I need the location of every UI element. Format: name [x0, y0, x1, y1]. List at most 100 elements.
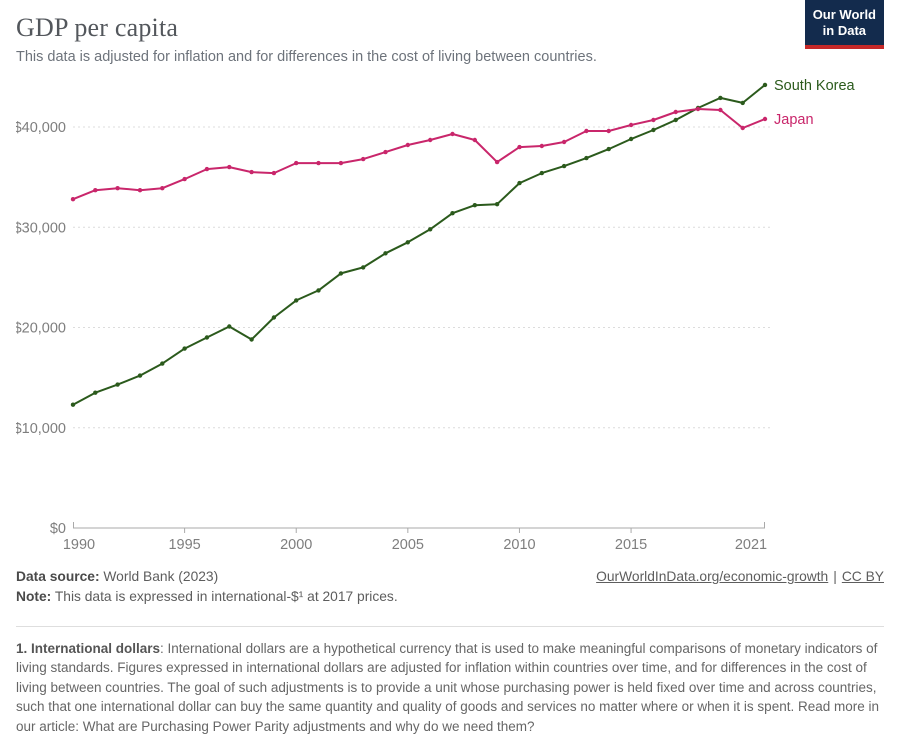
data-point-south-korea-2006[interactable]: [428, 227, 433, 232]
data-point-south-korea-1999[interactable]: [271, 315, 277, 320]
data-point-japan-2016[interactable]: [651, 117, 656, 123]
cc-by-link[interactable]: CC BY: [841, 569, 884, 584]
data-point-japan-2019[interactable]: [718, 107, 723, 113]
data-point-japan-1997[interactable]: [227, 164, 232, 170]
data-point-japan-2007[interactable]: [450, 131, 455, 137]
chart-header: GDP per capita This data is adjusted for…: [16, 0, 884, 65]
chart-canvas[interactable]: $0 $10,000 $20,000 $30,000 $40,000 1990 1995 20…: [16, 75, 884, 567]
data-point-japan-2005[interactable]: [405, 142, 410, 148]
owid-logo-line2: in Data: [822, 23, 867, 39]
data-point-south-korea-1993[interactable]: [137, 373, 143, 378]
data-point-south-korea-2015[interactable]: [628, 136, 634, 142]
data-point-south-korea-1994[interactable]: [160, 361, 165, 366]
x-tick-label: 2000: [280, 537, 312, 553]
data-point-japan-2021[interactable]: [762, 116, 768, 122]
data-source-value: World Bank (2023): [99, 569, 219, 584]
series-line-south-korea[interactable]: [72, 83, 766, 406]
y-tick-label: $30,000: [16, 220, 66, 236]
x-tick-label: 1995: [168, 537, 200, 553]
data-point-japan-1999[interactable]: [271, 170, 277, 176]
data-point-japan-2002[interactable]: [338, 160, 344, 166]
owid-logo-line1: Our World: [812, 7, 876, 22]
line-chart[interactable]: $0 $10,000 $20,000 $30,000 $40,000 1990 1995 20…: [16, 75, 884, 567]
data-point-japan-2003[interactable]: [361, 156, 366, 162]
x-tick-label: 1990: [63, 537, 95, 553]
y-tick-label: $40,000: [16, 120, 66, 136]
data-point-south-korea-1995[interactable]: [182, 346, 187, 351]
data-point-japan-1994[interactable]: [160, 186, 165, 191]
data-point-south-korea-2014[interactable]: [606, 146, 611, 152]
chart-subtitle: This data is adjusted for inflation and …: [16, 49, 597, 65]
data-point-japan-2014[interactable]: [606, 128, 611, 134]
data-point-japan-1992[interactable]: [115, 186, 120, 191]
data-point-south-korea-2008[interactable]: [472, 203, 477, 208]
data-point-japan-1991[interactable]: [93, 188, 98, 193]
data-point-japan-2011[interactable]: [539, 143, 544, 149]
x-tick-label: 2015: [615, 537, 647, 553]
link-separator: |: [833, 569, 837, 584]
x-tick-label: 2021: [735, 537, 767, 553]
data-point-japan-2010[interactable]: [517, 144, 522, 150]
data-source-label: Data source:: [16, 569, 100, 584]
data-point-south-korea-1991[interactable]: [93, 390, 98, 395]
data-point-japan-2001[interactable]: [316, 160, 321, 166]
y-tick-label: $10,000: [16, 421, 66, 437]
data-point-japan-2020[interactable]: [740, 125, 745, 131]
data-point-japan-2006[interactable]: [428, 137, 433, 143]
data-point-japan-2008[interactable]: [472, 137, 477, 143]
data-point-south-korea-2012[interactable]: [561, 163, 567, 169]
data-point-south-korea-2020[interactable]: [740, 100, 745, 106]
note-value: This data is expressed in international-…: [51, 589, 398, 604]
data-point-south-korea-2003[interactable]: [361, 265, 366, 270]
data-point-south-korea-2005[interactable]: [405, 240, 410, 245]
x-tick-label: 2005: [392, 537, 424, 553]
data-point-south-korea-2010[interactable]: [517, 180, 522, 186]
data-point-japan-1996[interactable]: [204, 166, 210, 172]
chart-footer: Data source: World Bank (2023) Note: Thi…: [16, 569, 884, 736]
data-point-south-korea-1990[interactable]: [70, 402, 76, 407]
series-line-japan[interactable]: [72, 108, 766, 201]
data-point-south-korea-1998[interactable]: [249, 337, 254, 342]
data-point-south-korea-2001[interactable]: [316, 288, 321, 293]
data-point-japan-2013[interactable]: [584, 128, 589, 134]
data-point-south-korea-2007[interactable]: [450, 211, 455, 216]
data-point-japan-2017[interactable]: [673, 109, 678, 115]
data-point-japan-2000[interactable]: [294, 160, 299, 166]
source-row: Data source: World Bank (2023) Note: Thi…: [16, 569, 884, 609]
footnote-divider: [16, 626, 884, 627]
data-point-south-korea-2017[interactable]: [673, 117, 678, 123]
data-point-south-korea-2016[interactable]: [651, 127, 656, 133]
data-point-south-korea-1996[interactable]: [204, 335, 210, 340]
owid-article-link[interactable]: OurWorldInData.org/economic-growth: [596, 569, 829, 584]
data-point-south-korea-2000[interactable]: [294, 298, 299, 303]
data-point-japan-1995[interactable]: [182, 176, 187, 182]
data-point-japan-2018[interactable]: [695, 106, 701, 112]
x-tick-label: 2010: [503, 537, 535, 553]
owid-logo[interactable]: Our World in Data: [804, 0, 884, 49]
data-point-south-korea-2009[interactable]: [494, 202, 500, 207]
links-block: OurWorldInData.org/economic-growth | CC BY: [596, 569, 884, 584]
data-point-south-korea-2019[interactable]: [718, 95, 723, 101]
footnote-body: : International dollars are a hypothetic…: [16, 641, 879, 734]
data-point-japan-1993[interactable]: [137, 188, 143, 193]
data-point-japan-2015[interactable]: [628, 122, 634, 128]
series-label-japan[interactable]: Japan: [774, 112, 814, 128]
data-point-south-korea-2011[interactable]: [539, 170, 544, 176]
note-line: Note: This data is expressed in internat…: [16, 589, 398, 604]
data-point-japan-1998[interactable]: [249, 169, 254, 175]
source-note-block: Data source: World Bank (2023) Note: Thi…: [16, 569, 398, 609]
page-title: GDP per capita: [16, 13, 179, 42]
series-label-south-korea[interactable]: South Korea: [774, 78, 856, 94]
data-point-japan-2009[interactable]: [494, 159, 500, 165]
data-point-south-korea-1997[interactable]: [227, 324, 232, 329]
data-point-south-korea-2004[interactable]: [383, 251, 388, 256]
data-point-south-korea-1992[interactable]: [115, 382, 120, 387]
data-point-japan-1990[interactable]: [70, 197, 76, 202]
data-point-south-korea-2013[interactable]: [584, 155, 589, 161]
data-point-south-korea-2002[interactable]: [338, 271, 344, 276]
footnote-label: 1. International dollars: [16, 641, 161, 656]
data-point-japan-2012[interactable]: [561, 139, 567, 145]
data-point-south-korea-2021[interactable]: [762, 82, 768, 88]
data-point-japan-2004[interactable]: [383, 149, 388, 155]
